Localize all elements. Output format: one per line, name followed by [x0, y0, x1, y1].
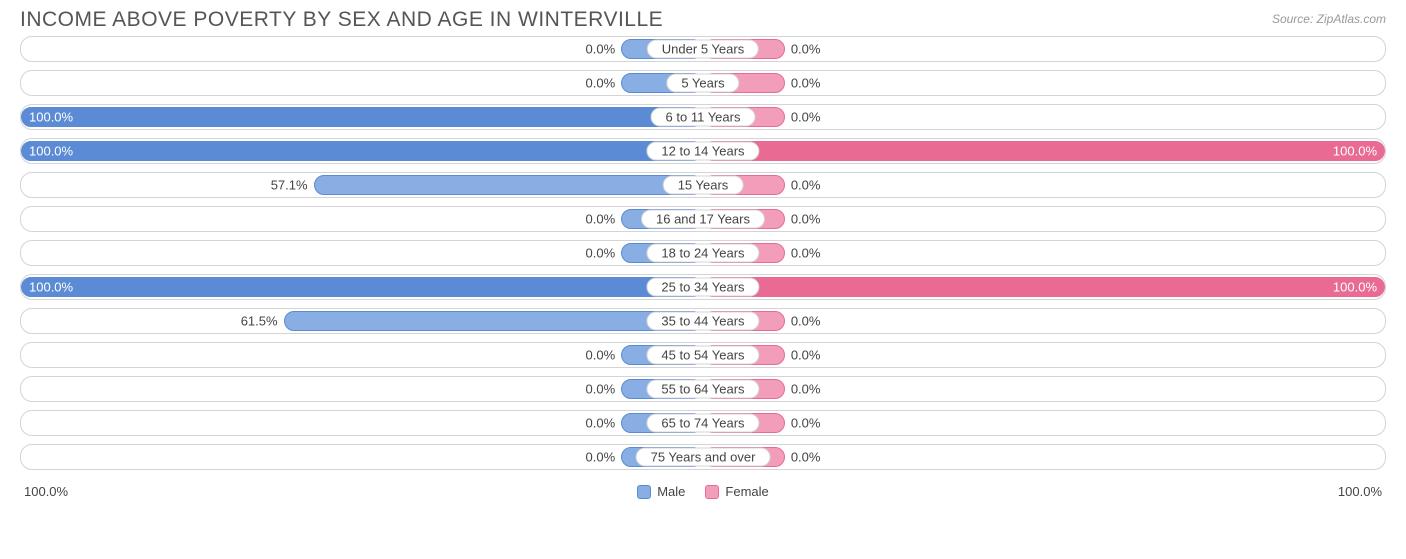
chart-row: 0.0% 0.0% 45 to 54 Years — [20, 342, 1386, 368]
chart-header: INCOME ABOVE POVERTY BY SEX AND AGE IN W… — [0, 0, 1406, 36]
legend-swatch — [705, 485, 719, 499]
chart-row: 0.0% 0.0% 55 to 64 Years — [20, 376, 1386, 402]
female-bar — [703, 277, 1385, 297]
legend-label: Male — [657, 484, 685, 499]
legend-label: Female — [725, 484, 768, 499]
male-value-label: 100.0% — [29, 110, 73, 125]
chart-title: INCOME ABOVE POVERTY BY SEX AND AGE IN W… — [20, 8, 663, 32]
male-bar — [21, 277, 703, 297]
male-value-label: 0.0% — [586, 382, 616, 397]
category-label: 25 to 34 Years — [646, 278, 759, 297]
chart-row: 0.0% 0.0% 65 to 74 Years — [20, 410, 1386, 436]
legend: Male Female — [0, 482, 1406, 507]
male-value-label: 0.0% — [586, 42, 616, 57]
female-value-label: 0.0% — [791, 110, 821, 125]
chart-source: Source: ZipAtlas.com — [1272, 8, 1386, 26]
legend-item: Female — [705, 484, 768, 499]
chart-row: 0.0% 0.0% 75 Years and over — [20, 444, 1386, 470]
female-value-label: 0.0% — [791, 76, 821, 91]
male-value-label: 57.1% — [271, 178, 308, 193]
male-value-label: 0.0% — [586, 212, 616, 227]
category-label: 16 and 17 Years — [641, 210, 765, 229]
female-value-label: 0.0% — [791, 450, 821, 465]
male-bar — [21, 141, 703, 161]
female-value-label: 0.0% — [791, 314, 821, 329]
male-value-label: 0.0% — [586, 246, 616, 261]
male-value-label: 100.0% — [29, 144, 73, 159]
chart-area: 0.0% 0.0% Under 5 Years 0.0% 0.0% 5 Years 100.… — [0, 36, 1406, 482]
female-value-label: 100.0% — [1333, 280, 1377, 295]
category-label: 5 Years — [666, 74, 739, 93]
category-label: 75 Years and over — [636, 448, 771, 467]
category-label: 15 Years — [663, 176, 744, 195]
female-value-label: 100.0% — [1333, 144, 1377, 159]
male-bar — [284, 311, 703, 331]
female-value-label: 0.0% — [791, 416, 821, 431]
male-value-label: 0.0% — [586, 450, 616, 465]
category-label: 12 to 14 Years — [646, 142, 759, 161]
chart-row: 100.0% 0.0% 6 to 11 Years — [20, 104, 1386, 130]
chart-footer: 100.0% 100.0% MaleFemale — [0, 482, 1406, 502]
category-label: 45 to 54 Years — [646, 346, 759, 365]
male-value-label: 0.0% — [586, 416, 616, 431]
female-value-label: 0.0% — [791, 178, 821, 193]
legend-item: Male — [637, 484, 685, 499]
category-label: 35 to 44 Years — [646, 312, 759, 331]
female-value-label: 0.0% — [791, 246, 821, 261]
male-value-label: 100.0% — [29, 280, 73, 295]
chart-row: 61.5% 0.0% 35 to 44 Years — [20, 308, 1386, 334]
category-label: 6 to 11 Years — [651, 108, 756, 127]
female-value-label: 0.0% — [791, 382, 821, 397]
chart-row: 0.0% 0.0% 18 to 24 Years — [20, 240, 1386, 266]
category-label: 18 to 24 Years — [646, 244, 759, 263]
female-value-label: 0.0% — [791, 212, 821, 227]
female-value-label: 0.0% — [791, 348, 821, 363]
chart-row: 100.0% 100.0% 12 to 14 Years — [20, 138, 1386, 164]
chart-row: 57.1% 0.0% 15 Years — [20, 172, 1386, 198]
female-value-label: 0.0% — [791, 42, 821, 57]
chart-row: 0.0% 0.0% 16 and 17 Years — [20, 206, 1386, 232]
category-label: 55 to 64 Years — [646, 380, 759, 399]
male-bar — [21, 107, 703, 127]
legend-swatch — [637, 485, 651, 499]
chart-row: 0.0% 0.0% Under 5 Years — [20, 36, 1386, 62]
chart-row: 100.0% 100.0% 25 to 34 Years — [20, 274, 1386, 300]
male-value-label: 61.5% — [241, 314, 278, 329]
female-bar — [703, 141, 1385, 161]
category-label: 65 to 74 Years — [646, 414, 759, 433]
male-value-label: 0.0% — [586, 348, 616, 363]
chart-row: 0.0% 0.0% 5 Years — [20, 70, 1386, 96]
male-value-label: 0.0% — [586, 76, 616, 91]
male-bar — [314, 175, 703, 195]
category-label: Under 5 Years — [647, 40, 759, 59]
